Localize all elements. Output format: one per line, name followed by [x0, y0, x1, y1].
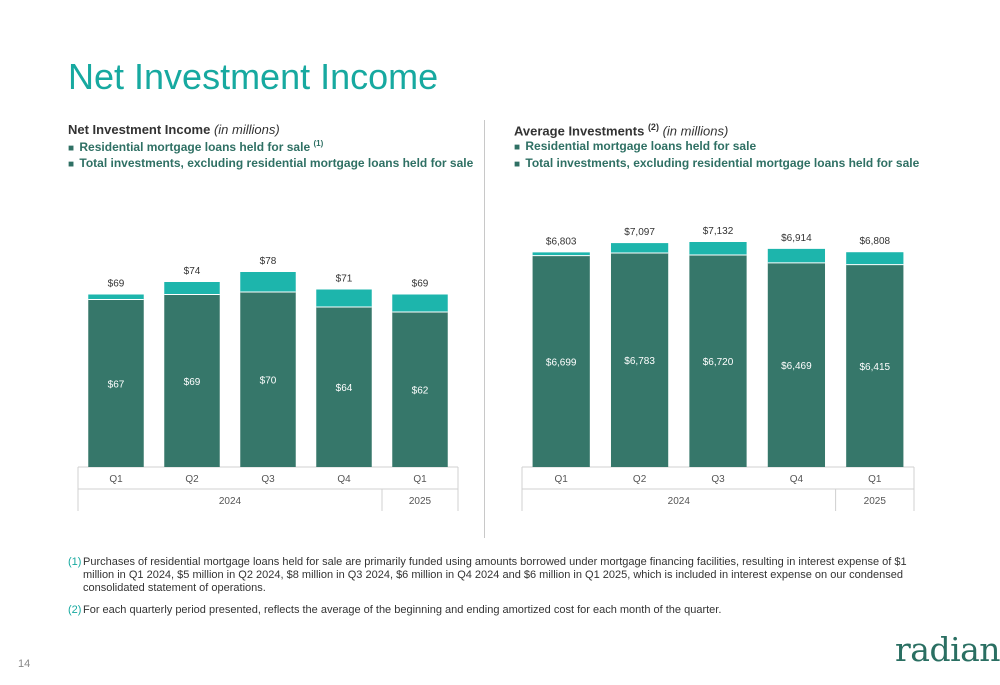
- bar-total-investments: [88, 299, 144, 467]
- footnote-ref: (2): [647, 122, 659, 132]
- bar-total-investments: [240, 292, 296, 467]
- bar-value-label: $62: [412, 386, 429, 397]
- x-tick-label: Q2: [633, 474, 647, 485]
- legend-label: Total investments, excluding residential…: [525, 156, 920, 170]
- footnote-number: (2): [68, 604, 82, 616]
- bar-total-label: $7,097: [624, 227, 655, 238]
- bar-total-investments: [164, 294, 220, 467]
- bar-total-label: $6,803: [546, 236, 577, 247]
- bar-total-investments: [689, 254, 747, 467]
- bar-residential-loans: [316, 289, 372, 307]
- bar-total-investments: [846, 264, 904, 467]
- bar-value-label: $64: [336, 383, 353, 394]
- left-chart-title: Net Investment Income: [68, 122, 211, 137]
- footnote-number: (1): [68, 556, 82, 568]
- bar-value-label: $67: [108, 379, 125, 390]
- bar-total-investments: [767, 262, 826, 467]
- x-tick-label: Q3: [711, 474, 725, 485]
- right-chart-heading: Average Investments (2) (in millions): [514, 122, 728, 138]
- year-group-label: 2025: [409, 496, 432, 507]
- bar-total-label: $7,132: [703, 226, 734, 237]
- bar-residential-loans: [532, 252, 590, 256]
- bar-total-label: $71: [336, 274, 353, 285]
- x-tick-label: Q4: [337, 474, 351, 485]
- footnote-text: Purchases of residential mortgage loans …: [83, 556, 907, 594]
- bar-total-investments: [610, 253, 669, 467]
- bar-value-label: $6,720: [703, 357, 734, 368]
- legend-label: Residential mortgage loans held for sale: [525, 139, 757, 153]
- legend-label: Residential mortgage loans held for sale: [79, 140, 311, 154]
- average-investments-chart: 2024 2025 $6,699 $6,803 Q1 $6,783 $7,097 Q2 $6,7…: [521, 226, 915, 511]
- bar-total-label: $74: [184, 266, 201, 277]
- x-tick-label: Q2: [185, 474, 199, 485]
- footnote-text: For each quarterly period presented, ref…: [83, 604, 722, 616]
- x-tick-label: Q1: [868, 474, 882, 485]
- bar-value-label: $6,415: [860, 362, 891, 373]
- left-legend-total: ■ Total investments, excluding residenti…: [68, 156, 473, 170]
- bar-total-label: $6,808: [860, 236, 891, 247]
- right-legend-total: ■ Total investments, excluding residenti…: [514, 156, 919, 170]
- bar-residential-loans: [88, 294, 144, 300]
- bar-value-label: $70: [260, 376, 277, 387]
- page-title: Net Investment Income: [68, 56, 439, 97]
- year-group-label: 2024: [219, 496, 242, 507]
- bar-value-label: $69: [184, 377, 201, 388]
- legend-label: Total investments, excluding residential…: [79, 156, 474, 170]
- bar-value-label: $6,469: [781, 361, 812, 372]
- x-tick-label: Q3: [261, 474, 275, 485]
- bar-total-label: $69: [108, 279, 125, 290]
- bar-total-label: $6,914: [781, 233, 812, 244]
- footnote-ref: (1): [313, 139, 324, 148]
- bar-total-label: $69: [412, 279, 429, 290]
- panel-divider: [484, 120, 485, 538]
- legend-square-icon: ■: [514, 159, 521, 170]
- left-chart-unit: (in millions): [213, 122, 280, 137]
- left-legend-residential: ■ Residential mortgage loans held for sa…: [68, 139, 323, 154]
- right-chart-unit: (in millions): [662, 123, 729, 139]
- year-group-label: 2025: [864, 496, 887, 507]
- right-legend-residential: ■ Residential mortgage loans held for sa…: [514, 139, 756, 153]
- page-number: 14: [18, 658, 31, 670]
- bar-residential-loans: [846, 252, 904, 265]
- radian-logo: radian: [895, 630, 1000, 669]
- bar-residential-loans: [610, 243, 669, 254]
- right-chart-title: Average Investments: [514, 123, 645, 139]
- footnote-2: (2) For each quarterly period presented,…: [68, 604, 908, 617]
- bar-total-investments: [392, 312, 448, 467]
- footnote-1: (1) Purchases of residential mortgage lo…: [68, 556, 908, 595]
- x-tick-label: Q1: [413, 474, 427, 485]
- bar-residential-loans: [767, 248, 826, 263]
- bar-residential-loans: [240, 272, 296, 292]
- net-investment-income-chart: 2024 2025 $67 $69 Q1 $69 $74 Q2 $70 $78 Q3 $64 $71 Q4…: [77, 256, 459, 511]
- bar-value-label: $6,699: [546, 357, 577, 368]
- left-chart-heading: Net Investment Income (in millions): [68, 122, 280, 137]
- x-tick-label: Q1: [555, 474, 569, 485]
- x-tick-label: Q4: [790, 474, 804, 485]
- bar-residential-loans: [392, 294, 448, 312]
- legend-square-icon: ■: [68, 159, 75, 170]
- bar-total-investments: [532, 255, 590, 467]
- legend-square-icon: ■: [68, 143, 75, 154]
- footnotes: (1) Purchases of residential mortgage lo…: [68, 556, 908, 626]
- year-group-label: 2024: [668, 496, 691, 507]
- bar-total-label: $78: [260, 256, 277, 267]
- legend-square-icon: ■: [514, 142, 521, 153]
- bar-residential-loans: [689, 242, 747, 255]
- bar-total-investments: [316, 307, 372, 467]
- x-tick-label: Q1: [109, 474, 123, 485]
- bar-value-label: $6,783: [624, 356, 655, 367]
- bar-residential-loans: [164, 282, 220, 295]
